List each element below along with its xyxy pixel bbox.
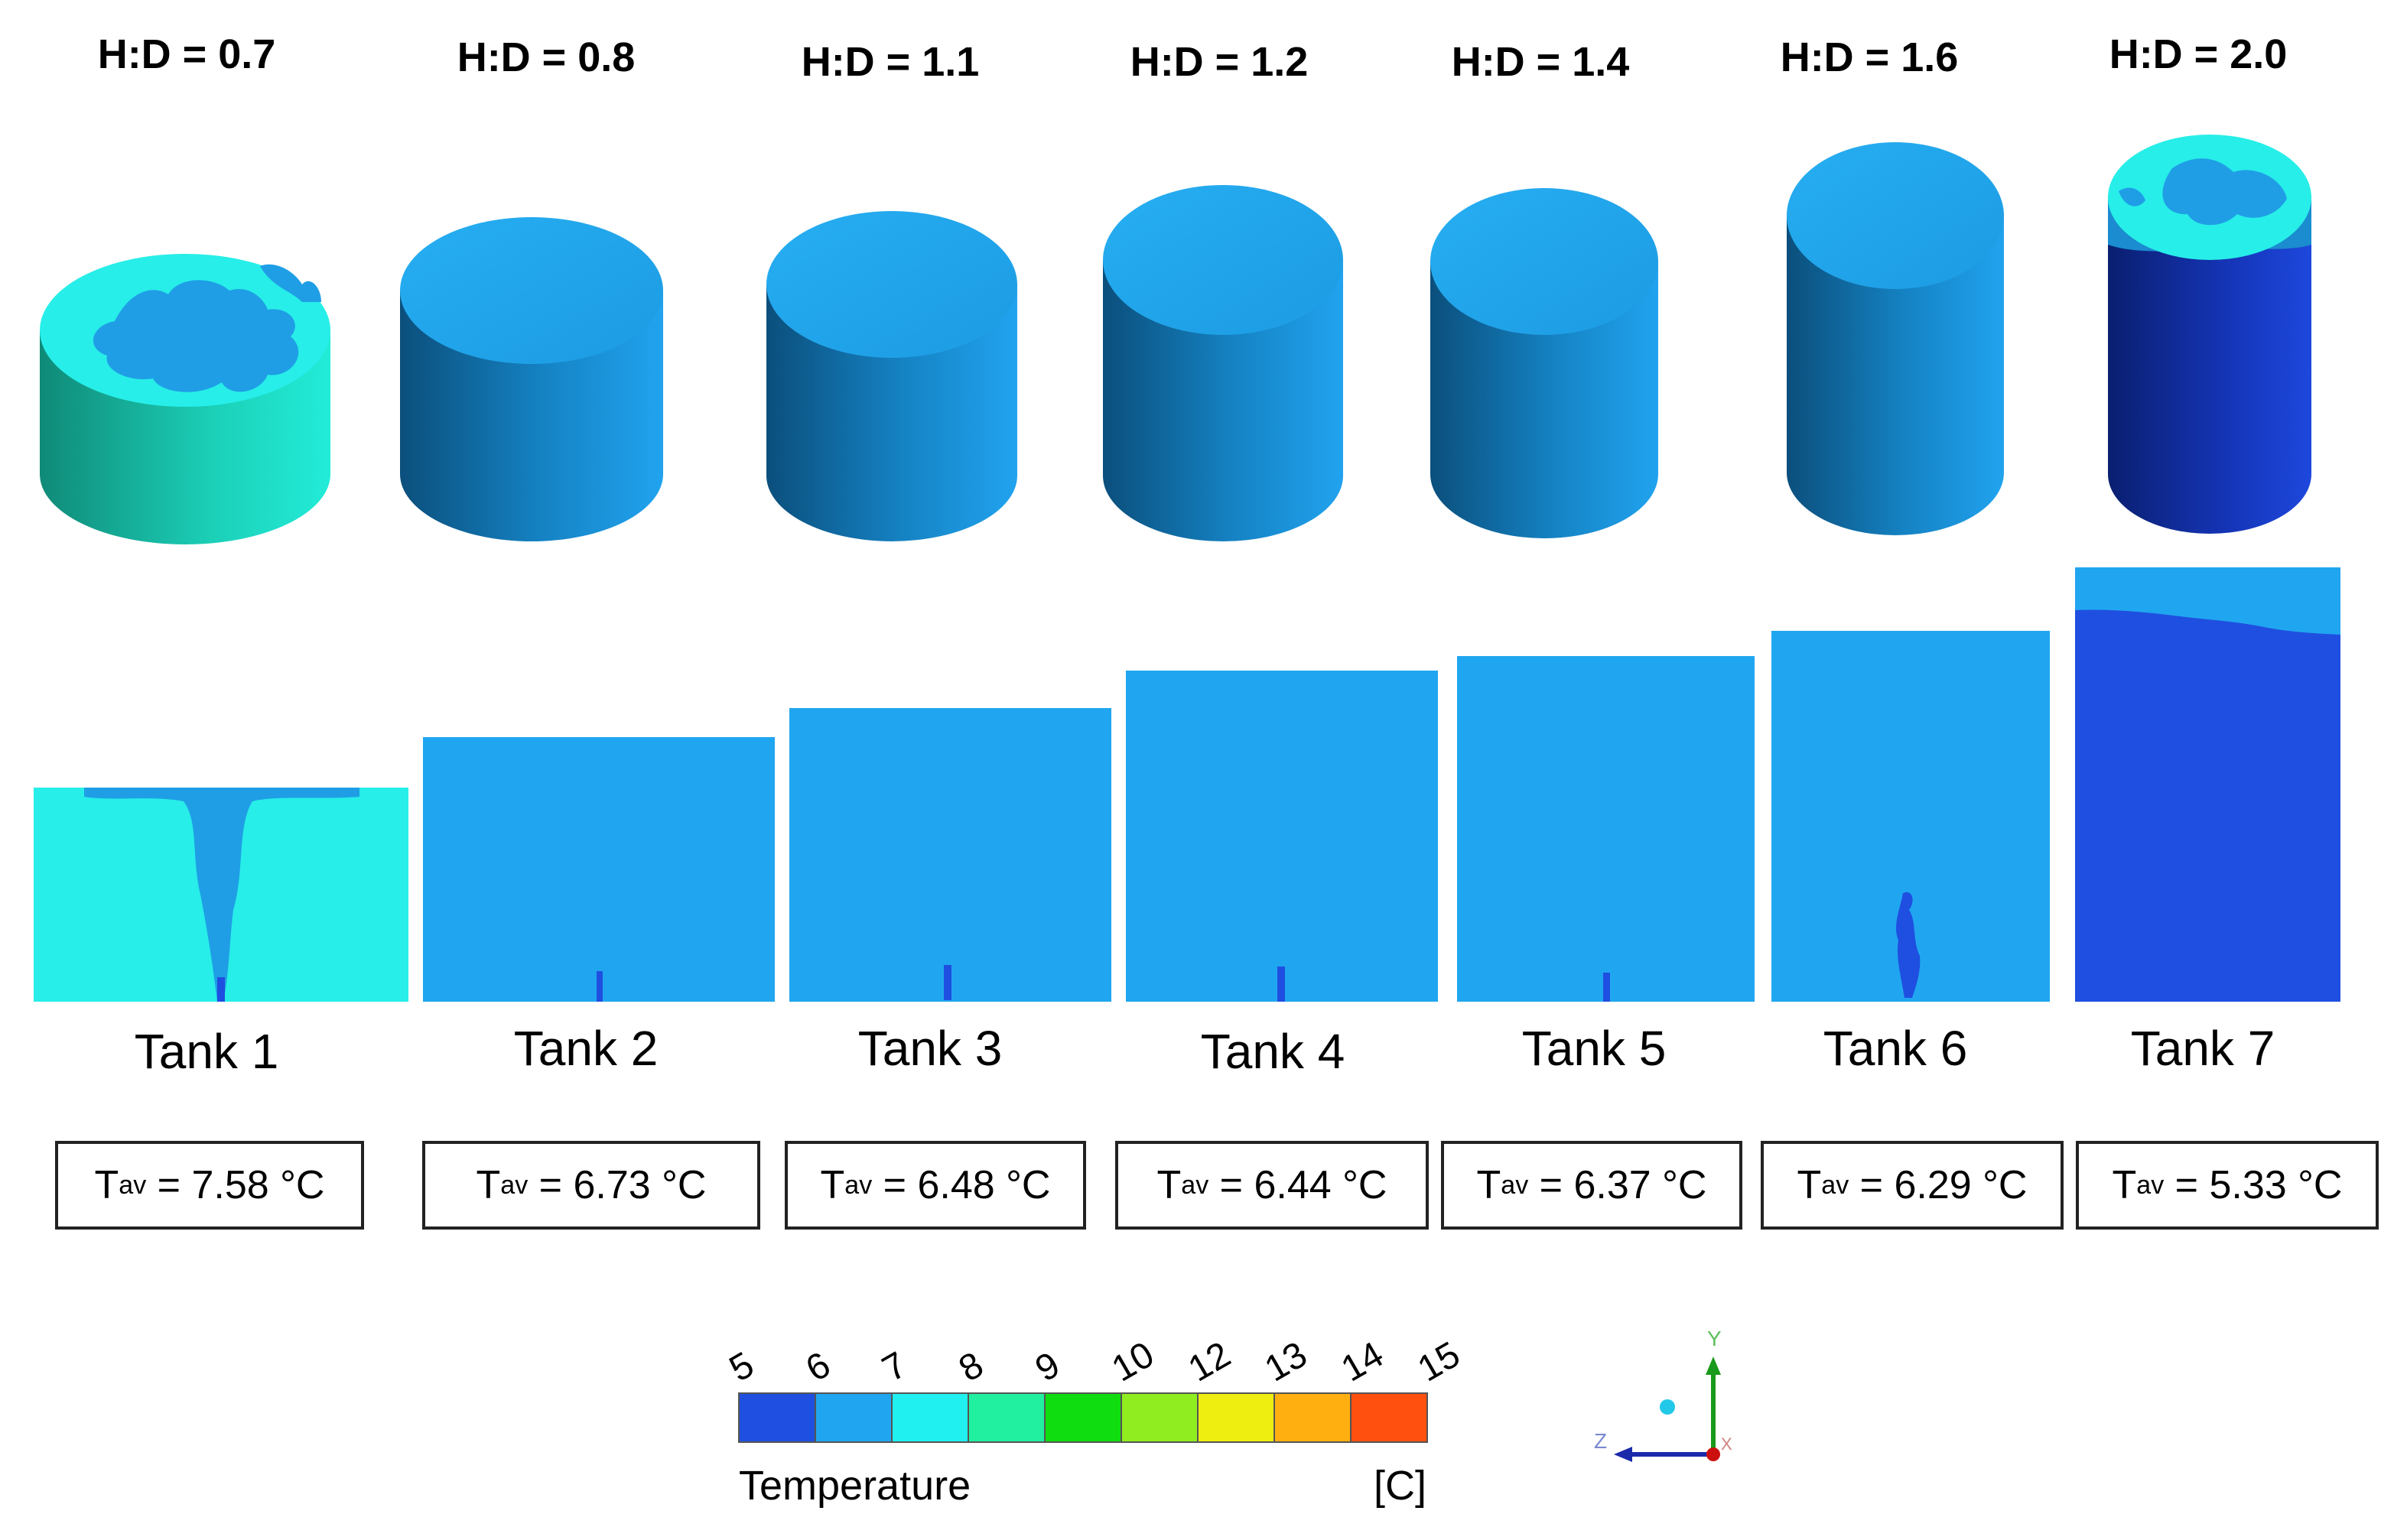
- viewpoint-dot: [1660, 1399, 1675, 1415]
- section-tank-5: [1457, 656, 1755, 1002]
- ratio-label-6: H:D = 1.6: [1780, 34, 1959, 80]
- temperature-legend-ticks: 5 6 7 8 9 10 12 13 14 15: [723, 1334, 1467, 1390]
- tav-subscript: av: [500, 1170, 529, 1200]
- legend-tick-label: 9: [1029, 1344, 1067, 1389]
- ratio-label-3: H:D = 1.1: [801, 39, 980, 85]
- legend-swatch: [968, 1392, 1046, 1443]
- cylinder-tank-2: [400, 217, 663, 541]
- tank-label-4: Tank 4: [1200, 1024, 1345, 1079]
- cylinder-tank-7: [2108, 135, 2311, 534]
- tav-symbol: T: [476, 1163, 501, 1207]
- section-tank-6: [1771, 631, 2050, 1002]
- cylinder-tank-6: [1787, 142, 2004, 535]
- tav-symbol: T: [1156, 1163, 1182, 1207]
- cylinder-tank-3: [766, 211, 1017, 541]
- legend-tick-label: 6: [799, 1344, 838, 1389]
- legend-swatch: [1197, 1392, 1275, 1443]
- section-tank-4: [1126, 671, 1438, 1002]
- section-tank-2: [423, 737, 775, 1002]
- section-tank-3: [789, 708, 1111, 1002]
- tank-label-5: Tank 5: [1521, 1021, 1667, 1076]
- tav-symbol: T: [820, 1163, 845, 1207]
- section-tank-1: [34, 788, 408, 1002]
- tank-label-1: Tank 1: [134, 1024, 279, 1079]
- legend-tick-label: 10: [1105, 1334, 1161, 1390]
- legend-unit: [C]: [1374, 1463, 1427, 1509]
- legend-tick-label: 13: [1258, 1334, 1314, 1390]
- tav-value: = 6.73 °C: [528, 1163, 707, 1207]
- legend-tick-label: 12: [1182, 1334, 1238, 1390]
- ratio-label-7: H:D = 2.0: [2109, 31, 2288, 77]
- legend-swatch: [738, 1392, 816, 1443]
- tav-value: = 6.37 °C: [1528, 1163, 1707, 1207]
- tav-symbol: T: [2112, 1163, 2137, 1207]
- tav-subscript: av: [1181, 1170, 1209, 1200]
- ratio-label-2: H:D = 0.8: [457, 34, 636, 80]
- z-axis-label: Z: [1594, 1429, 1607, 1453]
- ratio-label-5: H:D = 1.4: [1451, 39, 1630, 85]
- legend-swatch: [1273, 1392, 1351, 1443]
- legend-tick-label: 7: [876, 1344, 914, 1389]
- tav-value: = 6.29 °C: [1849, 1163, 2028, 1207]
- legend-swatch: [891, 1392, 969, 1443]
- tank-label-7: Tank 7: [2130, 1021, 2275, 1076]
- legend-swatch: [1044, 1392, 1122, 1443]
- section-tank-7: [2075, 567, 2340, 1002]
- tank-label-2: Tank 2: [513, 1021, 659, 1076]
- tav-subscript: av: [1501, 1170, 1529, 1200]
- y-axis-label: Y: [1707, 1327, 1722, 1350]
- tav-value: = 6.48 °C: [872, 1163, 1051, 1207]
- legend-tick-label: 15: [1411, 1334, 1467, 1390]
- legend-tick-label: 5: [723, 1344, 761, 1389]
- tank-label-6: Tank 6: [1823, 1021, 1968, 1076]
- x-axis-label: X: [1721, 1434, 1732, 1454]
- tav-subscript: av: [119, 1170, 147, 1200]
- tav-subscript: av: [1821, 1170, 1849, 1200]
- legend-tick-label: 14: [1335, 1334, 1391, 1390]
- tav-value: = 7.58 °C: [146, 1163, 325, 1207]
- axis-triad: Y Z X: [1594, 1327, 1732, 1462]
- legend-swatch: [1121, 1392, 1199, 1443]
- tav-subscript: av: [844, 1170, 873, 1200]
- legend-swatch: [815, 1392, 893, 1443]
- legend-title: Temperature: [739, 1463, 971, 1509]
- tav-symbol: T: [1476, 1163, 1501, 1207]
- tav-symbol: T: [94, 1163, 119, 1207]
- tav-subscript: av: [2136, 1170, 2165, 1200]
- cylinder-tank-1: [40, 254, 330, 544]
- tav-value: = 6.44 °C: [1208, 1163, 1387, 1207]
- x-axis-point: [1706, 1447, 1720, 1461]
- legend-swatch: [1350, 1392, 1428, 1443]
- y-axis-arrow: [1706, 1356, 1721, 1375]
- legend-tick-label: 8: [952, 1344, 990, 1389]
- z-axis-arrow: [1614, 1447, 1632, 1462]
- cylinder-tank-4: [1103, 185, 1343, 541]
- ratio-label-1: H:D = 0.7: [97, 31, 276, 77]
- cylinder-tank-5: [1430, 188, 1658, 538]
- tank-label-3: Tank 3: [857, 1021, 1003, 1076]
- tav-value: = 5.33 °C: [2164, 1163, 2343, 1207]
- tav-symbol: T: [1797, 1163, 1822, 1207]
- temperature-color-legend: [738, 1392, 1428, 1443]
- ratio-label-4: H:D = 1.2: [1130, 39, 1309, 85]
